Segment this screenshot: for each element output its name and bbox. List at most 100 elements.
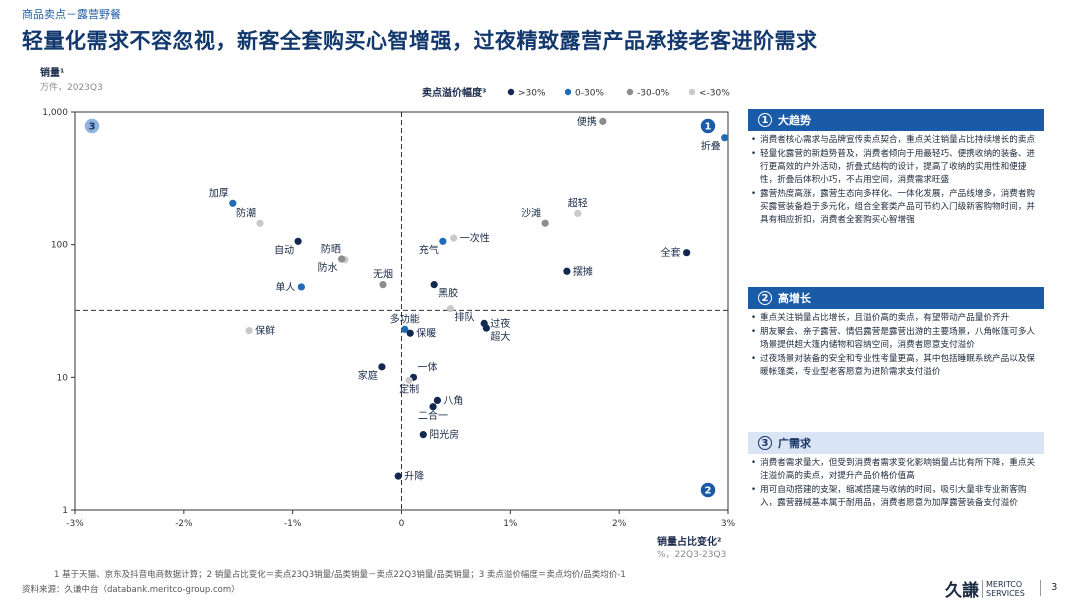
data-point [429, 403, 437, 411]
data-point-label: 单人 [275, 281, 295, 293]
quadrant-badge-1 [699, 117, 717, 135]
y-axis-subtitle: 万件，2023Q3 [40, 81, 103, 93]
data-point [256, 219, 264, 227]
data-point [379, 281, 387, 289]
legend-label: -30-0% [637, 89, 670, 99]
data-point [229, 199, 237, 207]
panel-section-header: 1 大趋势 [748, 109, 1044, 131]
x-tick-label: 0 [399, 519, 405, 529]
data-point [541, 219, 549, 227]
x-tick-label: 2% [612, 519, 627, 529]
data-point-label: 一体 [417, 361, 437, 373]
y-tick-label: 100 [51, 241, 68, 251]
data-point-label: 阳光房 [429, 428, 459, 441]
section-number-badge: 1 [758, 113, 772, 127]
legend-marker-d [688, 88, 696, 96]
logo-en-line2: SERVICES [986, 588, 1025, 598]
y-tick-label: 1 [62, 506, 68, 516]
data-point-label: 摆摊 [573, 265, 593, 278]
panel-section-header: 2 高增长 [748, 287, 1044, 309]
data-point-label: 黑胶 [438, 287, 458, 300]
section-bullet-list: 重点关注销量占比增长，且溢价高的卖点，有望带动产品量价齐升朋友聚会、亲子露营、情… [748, 309, 1044, 379]
page-title: 轻量化需求不容忽视，新客全套购买心智增强，过夜精致露营产品承接老客进阶需求 [22, 29, 818, 53]
x-axis-title: 销量占比变化² [657, 535, 721, 548]
section-bullet-list: 消费者需求量大，但受到消费者需求变化影响销量占比有所下降，重点关注溢价高的卖点，… [748, 454, 1044, 510]
data-point-label: 过夜 [490, 317, 510, 330]
footnote: 1 基于天猫、京东及抖音电商数据计算；2 销量占比变化＝卖点23Q3销量/品类销… [54, 570, 626, 580]
section-title: 大趋势 [778, 114, 811, 127]
data-point [378, 363, 386, 371]
data-point-label: 家庭 [358, 369, 378, 382]
data-point-label: 多功能 [390, 312, 420, 325]
data-point-label: 沙滩 [521, 206, 541, 219]
source-note: 资料来源：久谦中台（databank.meritco-group.com） [22, 585, 240, 595]
x-tick-label: -1% [284, 519, 302, 529]
breadcrumb: 商品卖点－露营野餐 [22, 8, 121, 21]
bullet-item: 朋友聚会、亲子露营、情侣露营是露营出游的主要场景，八角帐篷可多人场景提供超大篷内… [751, 326, 1042, 352]
data-point-label: 排队 [454, 311, 474, 324]
page-divider [1040, 580, 1041, 596]
data-point [683, 249, 691, 257]
panel-section-2: 2 高增长重点关注销量占比增长，且溢价高的卖点，有望带动产品量价齐升朋友聚会、亲子… [748, 287, 1044, 380]
data-point [721, 134, 729, 142]
legend-label: <-30% [699, 89, 730, 99]
data-point-label: 全套 [661, 246, 681, 259]
data-point-label: 超轻 [568, 196, 588, 209]
bullet-item: 消费者需求量大，但受到消费者需求变化影响销量占比有所下降，重点关注溢价高的卖点，… [751, 457, 1042, 483]
data-point-label: 超大 [490, 330, 510, 343]
data-point [482, 324, 490, 332]
data-point [297, 283, 305, 291]
bullet-item: 用可自动搭建的支架，缩减搭建与收纳的时间，吸引大量非专业新客购入，露营器械基本属… [751, 484, 1042, 510]
data-point [599, 117, 607, 125]
y-axis-title: 销量¹ [40, 66, 64, 79]
data-point [294, 237, 302, 245]
quadrant-badge-label: 3 [89, 122, 96, 133]
data-point-label: 便携 [577, 115, 597, 128]
legend-title: 卖点溢价幅度³ [422, 86, 486, 99]
quadrant-badge-2 [699, 481, 717, 499]
section-title: 广需求 [778, 437, 811, 450]
data-point-label: 防水 [318, 261, 338, 274]
data-point [433, 396, 442, 405]
x-tick-label: 1% [503, 519, 518, 529]
panel-section-1: 1 大趋势消费者核心需求与品牌宣传卖点契合，重点关注销量占比持续增长的卖点轻量化露… [748, 109, 1044, 228]
data-point-label: 防晒 [321, 243, 341, 256]
data-point [405, 376, 413, 384]
quadrant-badge-label: 1 [705, 122, 712, 133]
panel-section-header: 3 广需求 [748, 432, 1044, 454]
logo-en-line1: MERITCO [986, 579, 1023, 589]
data-point [563, 267, 571, 275]
data-point [574, 209, 582, 218]
x-tick-label: -2% [175, 519, 193, 529]
data-point-label: 保鲜 [255, 324, 275, 337]
data-point [446, 304, 455, 313]
company-logo: 久謙 MERITCO SERVICES [945, 576, 1025, 601]
x-axis-subtitle: %，22Q3-23Q3 [657, 550, 726, 560]
y-tick-label: 10 [57, 373, 69, 383]
data-point-label: 折叠 [701, 140, 721, 153]
bullet-item: 消费者核心需求与品牌宣传卖点契合，重点关注销量占比持续增长的卖点 [751, 134, 1042, 147]
legend-marker-b [564, 88, 572, 96]
data-point-label: 八角 [443, 395, 463, 407]
scatter-chart: 销量¹万件，2023Q3销量占比变化²%，22Q3-23Q31101001,00… [40, 66, 736, 560]
legend-marker-c [626, 88, 634, 96]
legend-marker-a [507, 88, 515, 96]
data-point-label: 加厚 [209, 187, 229, 199]
logo-cn: 久謙 [945, 581, 979, 601]
bullet-item: 露营热度高涨，露营生态向多样化、一体化发展，产品线增多，消费者购买露营装备趋于多… [751, 188, 1042, 227]
data-point [338, 255, 346, 263]
data-point [450, 234, 458, 242]
data-point-label: 定制 [399, 382, 419, 395]
data-point-label: 一次性 [460, 232, 490, 245]
section-bullet-list: 消费者核心需求与品牌宣传卖点契合，重点关注销量占比持续增长的卖点轻量化露营的新趋… [748, 131, 1044, 227]
data-point-label: 充气 [419, 243, 439, 256]
data-point [430, 281, 438, 289]
data-point [439, 237, 447, 245]
data-point-label: 升降 [404, 470, 424, 483]
data-point-label: 防潮 [236, 206, 256, 219]
x-tick-label: -3% [66, 519, 84, 529]
data-point-label: 二合一 [418, 409, 448, 422]
quadrant-badge-label: 2 [705, 486, 712, 497]
section-number-badge: 2 [758, 291, 772, 305]
section-number-badge: 3 [758, 436, 772, 450]
